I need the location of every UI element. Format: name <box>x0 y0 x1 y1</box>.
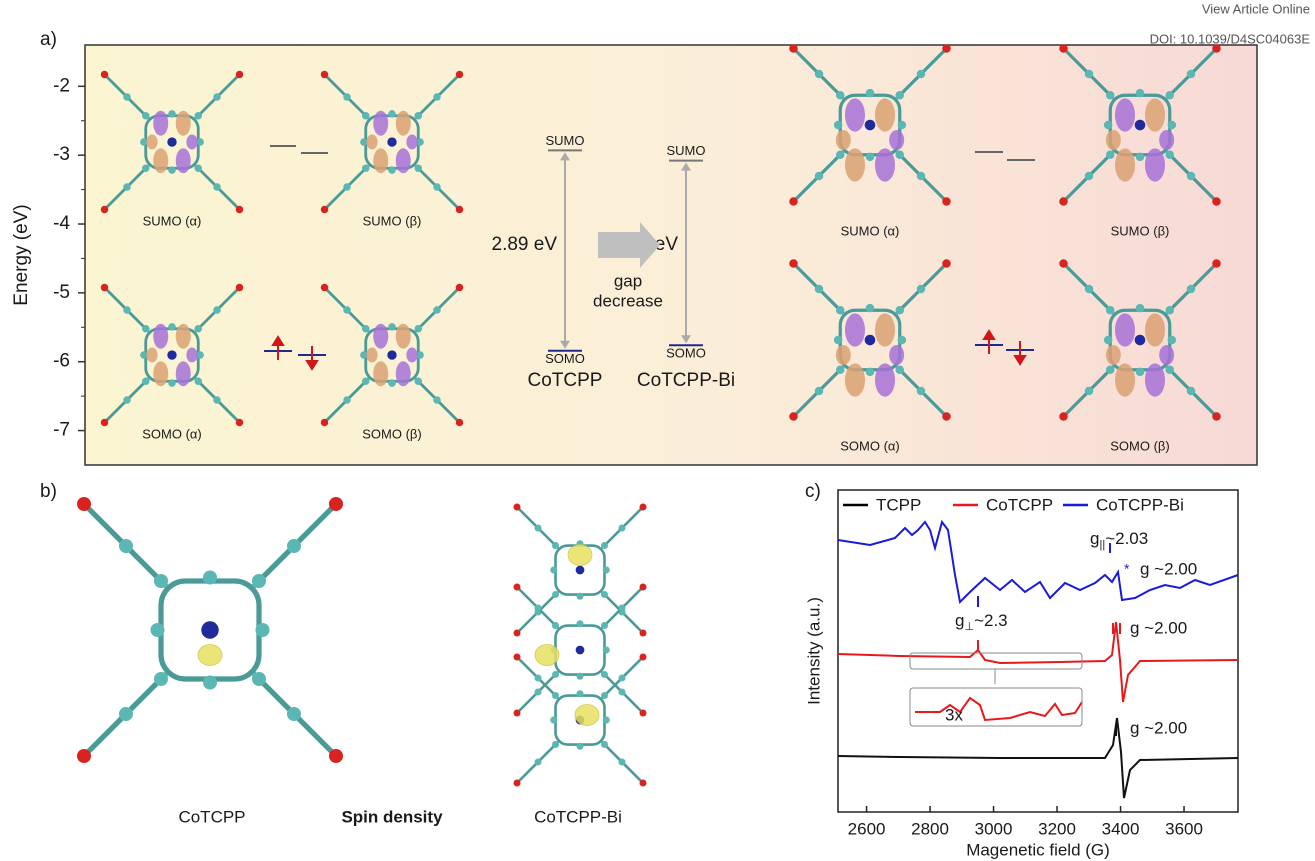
level-label: SUMO <box>546 133 585 148</box>
gap-label: 2.89 eV <box>492 234 558 255</box>
level-label: SUMO <box>667 143 706 158</box>
orbital-label: SOMO (β) <box>362 426 421 441</box>
y-tick-label: -2 <box>53 75 70 96</box>
orbital-label: SUMO (β) <box>1111 223 1170 238</box>
legend-label: TCPP <box>876 495 921 514</box>
x-tick-label: 2800 <box>911 819 949 838</box>
structure-label: CoTCPP-Bi <box>534 807 622 826</box>
panel-c: 2600 2800 3000 3200 3400 3600 TCPP CoTCPP CoTCPP… <box>843 495 1203 838</box>
y-tick-label: -4 <box>53 213 70 234</box>
orbital-label: SUMO (α) <box>841 223 900 238</box>
y-tick-label: -5 <box>53 282 70 303</box>
x-tick-label: 2600 <box>848 819 886 838</box>
orbital-label: SOMO (α) <box>142 426 202 441</box>
panel-label: c) <box>805 481 821 502</box>
x-axis-label: Magenetic field (G) <box>966 840 1110 859</box>
orbital-label: SOMO (β) <box>1110 438 1169 453</box>
structure-label: CoTCPP <box>178 807 245 826</box>
y-tick-label: -3 <box>53 144 70 165</box>
x-tick-label: 3600 <box>1165 819 1203 838</box>
orbital-label: SUMO (β) <box>363 213 422 228</box>
symbol: g <box>1090 529 1099 548</box>
structure-label: Spin density <box>341 807 443 826</box>
annotation: g ~2.00 <box>1130 718 1187 737</box>
y-tick-label: -7 <box>53 420 70 441</box>
x-tick-label: 3000 <box>975 819 1013 838</box>
page: {"header": {"link": "View Article Online… <box>0 0 1315 861</box>
plot-frame <box>838 490 1238 812</box>
inset <box>910 653 1082 726</box>
annotation: g ~2.00 <box>1140 559 1197 578</box>
panel-label: b) <box>40 481 57 502</box>
value: ~2.03 <box>1105 529 1148 548</box>
subscript: ⊥ <box>964 621 974 633</box>
marker-star: * <box>1124 561 1130 577</box>
annotation: g||~2.03 <box>1090 529 1148 550</box>
figure: View Article Online DOI: 10.1039/D4SC040… <box>0 0 1315 861</box>
g-markers <box>978 543 1120 736</box>
orbital-label: SUMO (α) <box>143 213 202 228</box>
annotation: g⊥~2.3 <box>955 611 1008 632</box>
annotation: 3x <box>945 705 963 724</box>
annotation: g ~2.00 <box>1130 618 1187 637</box>
symbol: g <box>955 611 964 630</box>
legend-label: CoTCPP <box>986 495 1053 514</box>
system-label: CoTCPP <box>528 370 603 391</box>
system-label: CoTCPP-Bi <box>637 370 735 391</box>
level-label: SOMO <box>666 346 706 361</box>
orbital-label: SOMO (α) <box>840 438 900 453</box>
article-link[interactable]: View Article Online <box>1202 1 1310 16</box>
legend-label: CoTCPP-Bi <box>1096 495 1184 514</box>
panel-label: a) <box>40 29 57 50</box>
y-axis-label: Intensity (a.u.) <box>804 597 823 705</box>
y-tick-label: -6 <box>53 351 70 372</box>
x-tick-label: 3200 <box>1038 819 1076 838</box>
y-axis-label: Energy (eV) <box>11 204 32 305</box>
value: ~2.3 <box>974 611 1008 630</box>
x-tick-label: 3400 <box>1102 819 1140 838</box>
spin-structures <box>77 497 647 787</box>
arrow-text: decrease <box>593 291 663 310</box>
arrow-text: gap <box>614 271 642 290</box>
spectrum <box>915 698 1082 720</box>
doi: DOI: 10.1039/D4SC04063E <box>1150 31 1311 46</box>
level-label: SOMO <box>545 351 585 366</box>
